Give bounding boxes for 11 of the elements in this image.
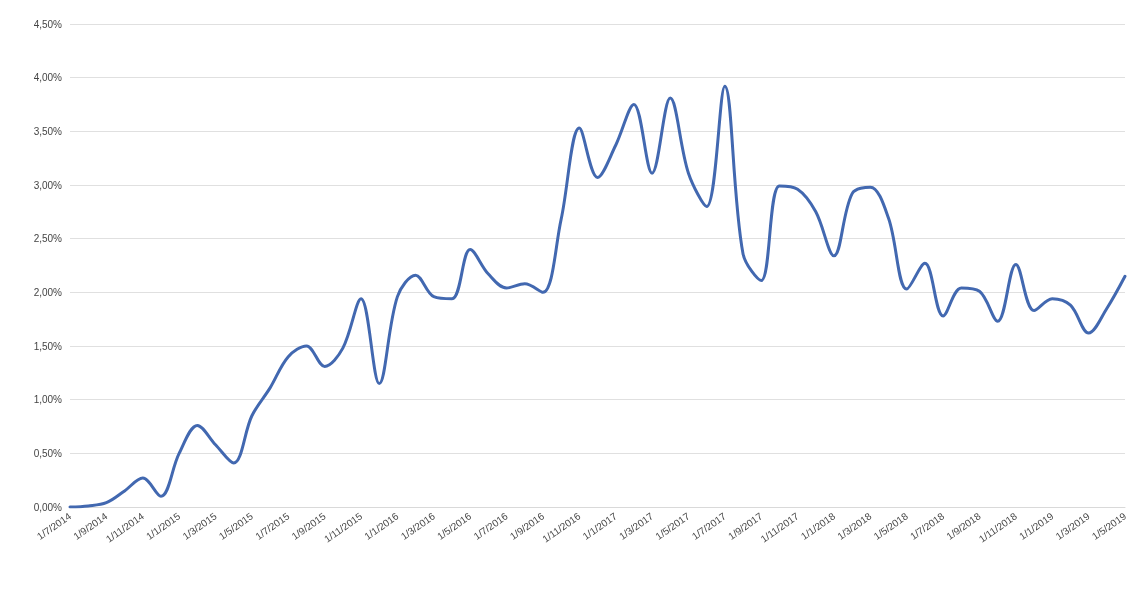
y-tick-label: 4,00% — [33, 72, 63, 84]
y-tick-label: 1,50% — [33, 340, 63, 352]
y-tick-label: 0,50% — [33, 447, 63, 459]
y-tick-label: 4,50% — [33, 18, 63, 30]
y-tick-label: 2,50% — [33, 233, 63, 245]
y-tick-label: 1,00% — [33, 394, 63, 406]
y-tick-label: 3,50% — [33, 125, 63, 137]
y-tick-label: 0,00% — [33, 501, 63, 513]
line-series — [68, 84, 1127, 509]
y-tick-label: 2,00% — [33, 286, 63, 298]
y-tick-label: 3,00% — [33, 179, 63, 191]
